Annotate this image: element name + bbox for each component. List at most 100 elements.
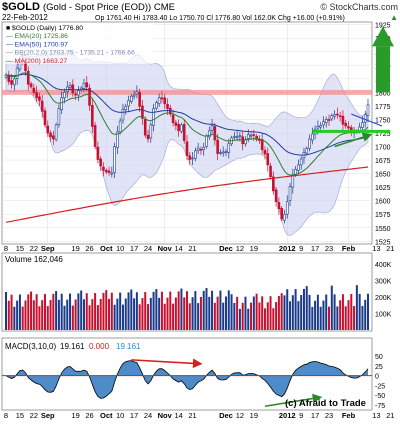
volume-bar [43, 294, 46, 330]
candle [35, 92, 38, 99]
candle [246, 134, 250, 139]
candle [235, 136, 239, 139]
candle [52, 135, 55, 140]
volume-bar [269, 296, 272, 330]
volume-bar [166, 297, 169, 330]
date-tick: 14 [174, 244, 182, 253]
volume-bar [294, 289, 297, 330]
volume-bar [283, 295, 286, 330]
date-tick: 19 [250, 244, 258, 253]
volume-bar [135, 292, 138, 330]
price-tick: 1575 [375, 212, 391, 219]
candle [210, 125, 214, 131]
volume-bar [250, 302, 253, 330]
volume-bar [233, 302, 236, 330]
candle [219, 152, 222, 154]
candle [366, 104, 370, 116]
volume-bar [255, 293, 258, 330]
candle [54, 124, 58, 140]
candle [341, 115, 345, 125]
candle [180, 124, 183, 132]
volume-bar [94, 293, 97, 330]
macd-tick: -50 [375, 393, 385, 400]
candle [277, 202, 281, 210]
change-up-icon: ▲ [390, 13, 398, 22]
candle [77, 90, 80, 96]
candle [205, 135, 208, 147]
volume-bar [169, 291, 172, 330]
volume-bar [96, 305, 99, 330]
volume-bar [202, 290, 205, 330]
volume-bar [300, 295, 303, 330]
candle [202, 147, 206, 151]
volume-bar [261, 296, 264, 330]
date-tick: 13 [372, 244, 380, 253]
volume-bar [328, 306, 331, 330]
candle [40, 100, 44, 112]
legend-item: — EMA(50) 1700.97 [6, 41, 68, 48]
volume-bar [330, 285, 333, 330]
symbol-title: $GOLD [2, 1, 40, 13]
macd-histogram [6, 360, 368, 399]
candle [344, 122, 348, 127]
green-up-arrow-macd [264, 393, 323, 408]
candle [32, 87, 36, 93]
candle [294, 168, 297, 175]
macd-hist-value: 19.161 [116, 342, 141, 351]
ohlc-readout: Op 1761.40 Hi 1783.40 Lo 1750.70 Cl 1776… [95, 15, 345, 22]
candle [121, 108, 125, 121]
date-tick: 10 [116, 244, 124, 253]
green-up-arrow [334, 132, 373, 148]
candle [177, 124, 180, 132]
candle [274, 189, 278, 203]
month-tick: Oct [100, 411, 113, 420]
candle [336, 113, 339, 116]
candle [60, 97, 63, 111]
candle [130, 95, 133, 102]
date-tick: 24 [144, 244, 152, 253]
candles [4, 54, 370, 224]
candle [29, 83, 33, 88]
red-down-arrow [131, 358, 203, 369]
trend-line [351, 113, 383, 127]
date-tick: 14 [174, 411, 182, 420]
volume-bar [339, 300, 342, 330]
volume-bar [130, 289, 133, 330]
legend-item: — EMA(20) 1725.86 [6, 33, 68, 40]
candle [102, 166, 105, 171]
volume-bar [174, 297, 177, 330]
macd-tick: 50 [375, 354, 383, 361]
candle [43, 110, 47, 126]
price-tick: 1700 [375, 145, 391, 152]
macd-value: 19.161 [60, 342, 85, 351]
candle [141, 105, 144, 119]
candle [291, 174, 295, 188]
candle [266, 153, 270, 166]
volume-bar [138, 304, 141, 330]
volume-bar [194, 291, 197, 330]
volume-bar [188, 303, 191, 330]
legend-item: ■ $GOLD (Daily) 1776.80 [6, 25, 83, 32]
volume-bar [46, 306, 49, 330]
volume-bar [308, 294, 311, 330]
volume-bar [116, 298, 119, 330]
volume-bar [280, 293, 283, 330]
volume-bar [347, 300, 350, 330]
volume-bar [236, 296, 239, 330]
candle [166, 104, 169, 109]
candle [258, 139, 261, 141]
candle [252, 134, 256, 136]
date-axis-bottom: 8 15 22 19 26 10 17 24 14 21 12 19 9 17 23 13 21 Sep Oct No… [4, 411, 395, 420]
volume-bar [297, 301, 300, 330]
volume-bar [361, 305, 364, 330]
volume-bar [21, 306, 24, 330]
date-tick: 19 [250, 411, 258, 420]
date-tick: 8 [4, 411, 8, 420]
volume-bar [27, 294, 30, 330]
volume-bar [152, 291, 155, 330]
volume-bar [127, 292, 130, 330]
legend-item: — MA(200) 1663.27 [6, 58, 67, 65]
price-tick: 1525 [375, 239, 391, 246]
volume-bar [227, 290, 230, 330]
volume-bar [35, 294, 38, 330]
